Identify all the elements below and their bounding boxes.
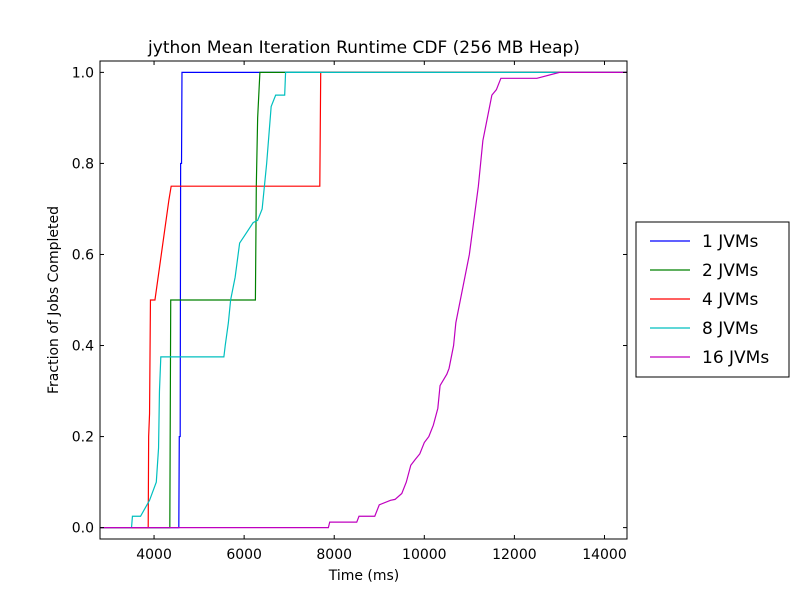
x-tick-label: 4000 [136,547,172,563]
legend-label-1-jvms: 1 JVMs [702,232,759,252]
x-tick-label: 6000 [226,547,262,563]
series-line-2-jvms [100,71,627,529]
x-axis-label: Time (ms) [328,568,400,584]
plot-area: 4000 6000 8000 10000 12000 14000 0.0 0.2 0.4 0.6 0… [72,60,628,563]
series-line-8-jvms [100,71,627,529]
x-tick-label: 8000 [316,547,352,563]
chart-title: jython Mean Iteration Runtime CDF (256 M… [147,38,580,58]
y-tick-label: 0.6 [72,247,94,263]
x-tick-label: 12000 [492,547,537,563]
plot-frame [99,60,628,540]
x-tick-label: 14000 [582,547,627,563]
legend-label-4-jvms: 4 JVMs [702,290,759,310]
legend-label-2-jvms: 2 JVMs [702,261,759,281]
y-tick-label: 0.4 [72,339,94,355]
legend: 1 JVMs 2 JVMs 4 JVMs 8 JVMs 16 JVMs [635,221,790,378]
y-tick-label: 0.8 [72,156,94,172]
y-tick-label: 0.2 [72,430,94,446]
legend-label-16-jvms: 16 JVMs [702,348,769,368]
legend-label-8-jvms: 8 JVMs [702,319,759,339]
series-line-16-jvms [100,71,627,529]
series-line-4-jvms [100,71,627,529]
y-axis-label: Fraction of Jobs Completed [46,206,62,394]
y-tick-label: 0.0 [72,521,94,537]
x-tick-label: 10000 [402,547,447,563]
y-tick-label: 1.0 [72,65,94,81]
